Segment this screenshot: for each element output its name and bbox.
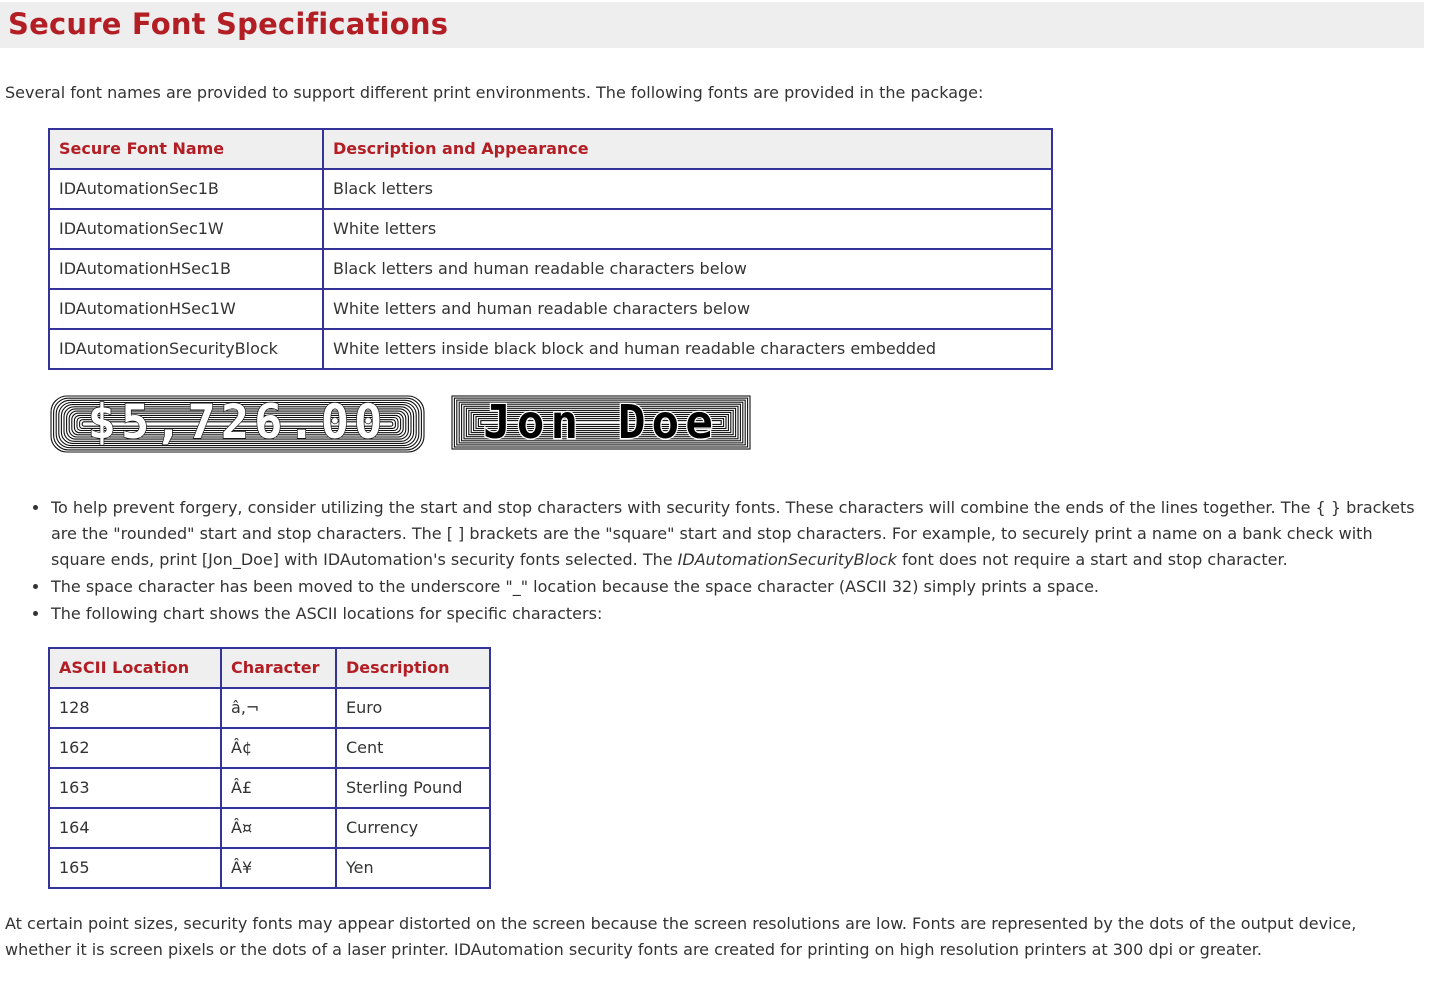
description-cell: Sterling Pound <box>336 768 490 808</box>
font-name-cell: IDAutomationHSec1B <box>49 249 323 289</box>
list-item-start-stop-characters: To help prevent forgery, consider utiliz… <box>50 495 1425 573</box>
list-item-ascii-chart-intro: The following chart shows the ASCII loca… <box>50 601 1425 627</box>
intro-paragraph: Several font names are provided to suppo… <box>5 83 984 102</box>
font-description-cell: White letters <box>323 209 1052 249</box>
table-row: 164 Â¤ Currency <box>49 808 490 848</box>
closing-paragraph: At certain point sizes, security fonts m… <box>5 914 1357 959</box>
security-block-font-name: IDAutomationSecurityBlock <box>677 550 897 569</box>
ascii-table-header-character: Character <box>221 648 336 688</box>
character-cell: Â¥ <box>221 848 336 888</box>
concentric-rounded-lines <box>50 395 425 453</box>
ascii-location-cell: 163 <box>49 768 221 808</box>
table-row: 128 â‚¬ Euro <box>49 688 490 728</box>
ascii-locations-table: ASCII Location Character Description 128… <box>48 647 491 889</box>
ascii-location-cell: 164 <box>49 808 221 848</box>
table-row: IDAutomationSec1W White letters <box>49 209 1052 249</box>
description-cell: Cent <box>336 728 490 768</box>
table-header-row: ASCII Location Character Description <box>49 648 490 688</box>
character-cell: Â£ <box>221 768 336 808</box>
table-header-row: Secure Font Name Description and Appeara… <box>49 129 1052 169</box>
square-sample-text: Jon Doe <box>483 395 719 449</box>
font-name-cell: IDAutomationSecurityBlock <box>49 329 323 369</box>
character-cell: Â¤ <box>221 808 336 848</box>
font-name-cell: IDAutomationHSec1W <box>49 289 323 329</box>
notes-list: To help prevent forgery, consider utiliz… <box>5 495 1425 627</box>
font-description-cell: Black letters <box>323 169 1052 209</box>
font-name-cell: IDAutomationSec1W <box>49 209 323 249</box>
table-row: 162 Â¢ Cent <box>49 728 490 768</box>
fonts-table-header-name: Secure Font Name <box>49 129 323 169</box>
character-cell: â‚¬ <box>221 688 336 728</box>
ascii-location-cell: 128 <box>49 688 221 728</box>
note-text: font does not require a start and stop c… <box>896 550 1288 569</box>
concentric-square-lines <box>451 395 751 450</box>
ascii-location-cell: 165 <box>49 848 221 888</box>
description-cell: Currency <box>336 808 490 848</box>
table-row: IDAutomationHSec1W White letters and hum… <box>49 289 1052 329</box>
ascii-location-cell: 162 <box>49 728 221 768</box>
secure-fonts-table: Secure Font Name Description and Appeara… <box>48 128 1053 370</box>
character-cell: Â¢ <box>221 728 336 768</box>
rounded-security-font-sample-image: $5,726.00 <box>50 395 425 453</box>
font-name-cell: IDAutomationSec1B <box>49 169 323 209</box>
rounded-sample-text: $5,726.00 <box>88 395 388 450</box>
description-cell: Euro <box>336 688 490 728</box>
ascii-table-header-description: Description <box>336 648 490 688</box>
table-row: 165 Â¥ Yen <box>49 848 490 888</box>
description-cell: Yen <box>336 848 490 888</box>
font-description-cell: White letters and human readable charact… <box>323 289 1052 329</box>
square-security-font-sample-image: Jon Doe <box>451 395 751 450</box>
ascii-table-header-location: ASCII Location <box>49 648 221 688</box>
table-row: 163 Â£ Sterling Pound <box>49 768 490 808</box>
note-text: To help prevent forgery, consider utiliz… <box>51 498 1415 569</box>
security-font-samples: $5,726.00 Jon Doe <box>50 395 1425 455</box>
page-content: Several font names are provided to suppo… <box>0 81 1430 963</box>
table-row: IDAutomationHSec1B Black letters and hum… <box>49 249 1052 289</box>
table-row: IDAutomationSec1B Black letters <box>49 169 1052 209</box>
page-title: Secure Font Specifications <box>0 2 1424 48</box>
font-description-cell: White letters inside black block and hum… <box>323 329 1052 369</box>
font-description-cell: Black letters and human readable charact… <box>323 249 1052 289</box>
fonts-table-header-description: Description and Appearance <box>323 129 1052 169</box>
list-item-space-character: The space character has been moved to th… <box>50 574 1425 600</box>
table-row: IDAutomationSecurityBlock White letters … <box>49 329 1052 369</box>
